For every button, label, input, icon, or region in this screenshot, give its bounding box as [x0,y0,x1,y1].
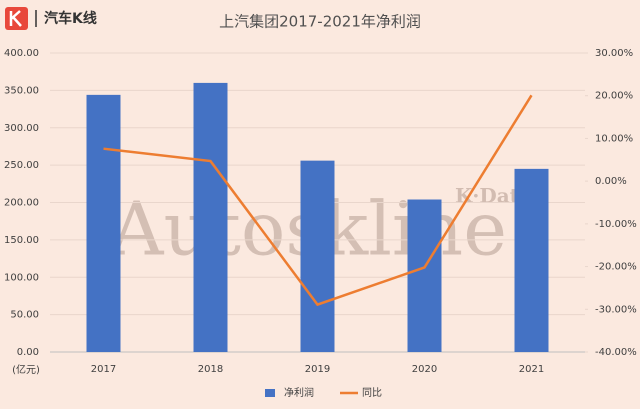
x-tick-label: 2020 [412,364,437,375]
y2-tick-label: -30.00% [595,304,637,315]
x-tick-label: 2019 [305,364,330,375]
y-tick-label: 150.00 [4,235,39,246]
chart-title: 上汽集团2017-2021年净利润 [219,13,421,31]
bar [86,94,121,353]
bar [300,160,335,352]
y-tick-label: 50.00 [10,310,39,321]
y2-tick-label: -20.00% [595,262,637,273]
y2-tick-label: 10.00% [595,133,633,144]
line [103,94,533,307]
y2-tick-label: 30.00% [595,48,633,59]
x-tick-label: 2021 [519,364,544,375]
y-tick-label: 0.00 [17,347,39,358]
legend-label: 净利润 [284,386,314,399]
y2-tick-label: -40.00% [595,347,637,358]
bar [514,168,549,352]
y-tick-label: 200.00 [4,198,39,209]
y2-tick-label: -10.00% [595,219,637,230]
bar [407,199,442,352]
y-tick-label: 300.00 [4,123,39,134]
x-tick-label: 2018 [198,364,223,375]
x-tick-label: 2017 [91,364,116,375]
y-tick-label: 400.00 [4,48,39,59]
y2-tick-label: 20.00% [595,91,633,102]
logo-icon [5,7,28,30]
y2-tick-label: 0.00% [595,176,627,187]
y-tick-label: 250.00 [4,160,39,171]
y-unit: (亿元) [12,363,40,376]
brand: 汽车K线 [44,10,97,27]
legend-swatch [265,389,275,397]
legend-label: 同比 [362,387,382,399]
bar [193,82,228,353]
y-tick-label: 100.00 [4,272,39,283]
y-tick-label: 350.00 [4,85,39,96]
